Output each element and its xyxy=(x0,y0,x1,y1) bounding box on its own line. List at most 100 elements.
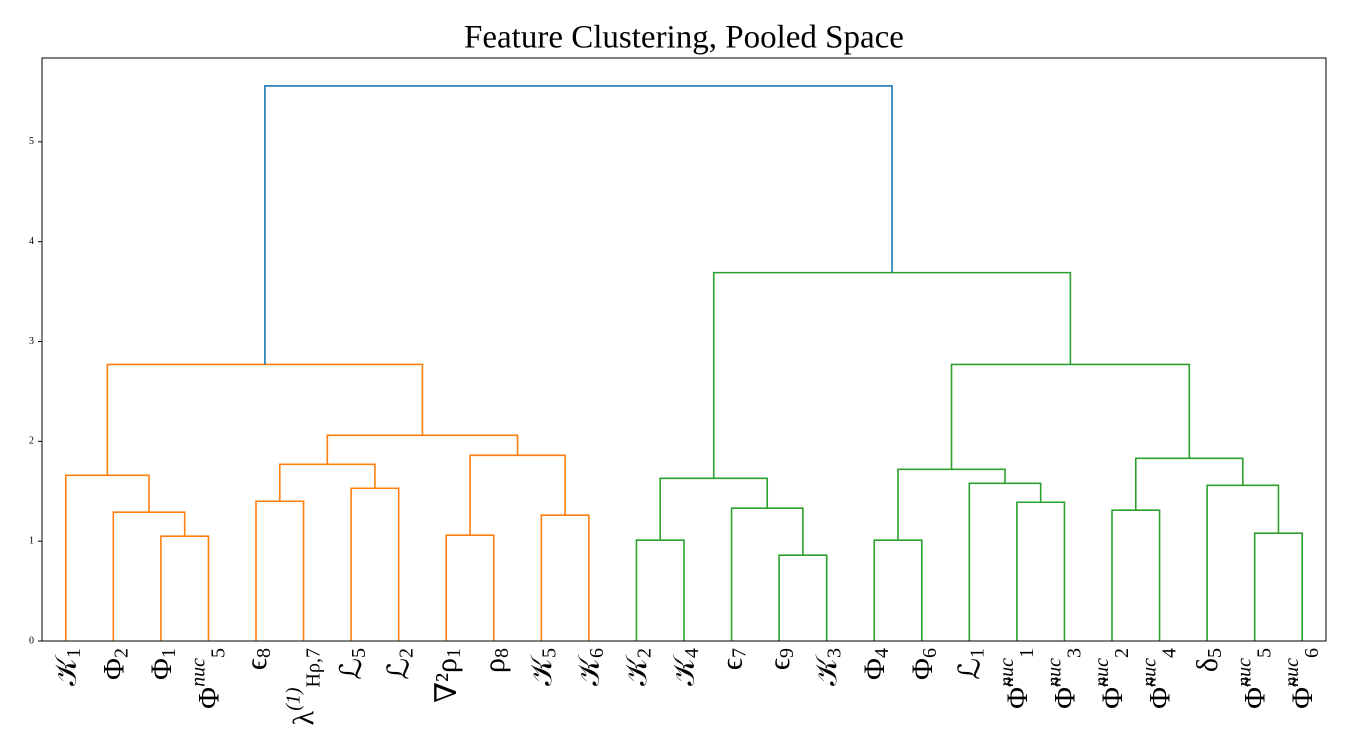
leaf-label: Φ̃nuc1 xyxy=(996,648,1038,709)
leaf-label-sub: 1 xyxy=(966,648,988,658)
leaf-label-base: ℒ xyxy=(953,658,986,680)
leaf-label-base: ρ xyxy=(477,658,510,673)
leaf-label-sub: 8 xyxy=(491,648,513,658)
dendrogram-link xyxy=(540,514,590,641)
leaf-label: ρ8 xyxy=(477,648,513,673)
leaf-label-sub: 4 xyxy=(871,648,893,658)
leaf-label-sup: nuc xyxy=(996,658,1018,687)
y-tick-label: 1 xyxy=(29,535,34,546)
dendrogram-link xyxy=(712,271,1072,479)
leaf-label: Φ4 xyxy=(858,648,894,680)
dendrogram-link xyxy=(1253,532,1304,641)
dendrogram-link xyxy=(445,534,495,641)
leaf-label-sub: 4 xyxy=(1159,648,1181,658)
leaf-label: Φ6 xyxy=(905,648,941,680)
leaf-label: 𝒦2 xyxy=(620,648,656,686)
leaf-label-sub: 1 xyxy=(443,648,465,658)
leaf-label: ℒ2 xyxy=(382,648,418,680)
leaf-label: ϵ7 xyxy=(715,648,751,670)
leaf-label-sub: 2 xyxy=(396,648,418,658)
leaf-label-base: ϵ xyxy=(715,658,748,670)
leaf-label-sup: nuc xyxy=(1281,658,1303,687)
leaf-label-base: ℒ xyxy=(382,658,415,680)
leaf-label: Φ̃nuc6 xyxy=(1281,648,1323,709)
dendrogram-link xyxy=(968,482,1042,641)
leaf-label: 𝒦3 xyxy=(810,648,846,686)
leaf-label-sup: nuc xyxy=(1139,658,1161,687)
leaf-label-sub: 5 xyxy=(1204,648,1226,658)
leaf-label-sup: nuc xyxy=(1091,658,1113,687)
leaf-label-base: Φ xyxy=(97,658,130,680)
dendrogram-link xyxy=(326,434,519,465)
leaf-label-base: 𝒦 xyxy=(668,654,701,686)
leaf-label-sub: 1 xyxy=(158,648,180,658)
plot-frame xyxy=(41,57,1327,642)
leaf-label-sup: nuc xyxy=(1234,658,1256,687)
leaf-label: 𝒦4 xyxy=(668,648,704,686)
leaf-label: 𝒦5 xyxy=(525,648,561,686)
dendrogram-link xyxy=(897,468,1006,541)
leaf-label-base: δ xyxy=(1191,658,1224,672)
leaf-label-sub: 2 xyxy=(633,648,655,658)
leaf-label: Φ̃nuc2 xyxy=(1091,648,1133,709)
leaf-label-sub: 4 xyxy=(681,648,703,658)
leaf-label-base: Φ xyxy=(144,658,177,680)
leaf-label: ∇²ρ1 xyxy=(430,648,466,703)
dendrogram-link xyxy=(730,507,804,641)
y-tick-label: 2 xyxy=(29,436,34,447)
leaf-label-sup: nuc xyxy=(1043,658,1065,687)
leaf-label: Φ1 xyxy=(144,648,180,680)
leaf-label-sub: 5 xyxy=(1254,648,1276,658)
y-tick-label: 3 xyxy=(29,336,34,347)
leaf-label-sub: Hρ,7 xyxy=(303,648,325,687)
leaf-label-sub: 7 xyxy=(729,648,751,658)
leaf-label-sub: 6 xyxy=(1301,648,1323,658)
y-tick-label: 5 xyxy=(29,136,34,147)
leaf-label-base: Φ xyxy=(192,687,225,709)
leaf-label-base: 𝒦 xyxy=(49,654,82,686)
leaf-label: λ(1)Hρ,7 xyxy=(283,648,325,725)
leaf-label: ℒ5 xyxy=(335,648,371,680)
leaf-label-sub: 3 xyxy=(824,648,846,658)
leaf-label: Φ2 xyxy=(97,648,133,680)
leaf-label-sub: 5 xyxy=(348,648,370,658)
leaf-label-base: 𝒦 xyxy=(525,654,558,686)
leaf-label-base: 𝒦 xyxy=(810,654,843,686)
leaf-label: ϵ8 xyxy=(240,648,276,670)
leaf-label-sub: 2 xyxy=(110,648,132,658)
leaf-label: 𝒦6 xyxy=(572,648,608,686)
leaf-label-sub: 5 xyxy=(207,648,229,658)
leaf-label-sub: 6 xyxy=(586,648,608,658)
leaf-label: 𝒦1 xyxy=(49,648,85,686)
leaf-label-sub: 3 xyxy=(1063,648,1085,658)
leaf-label-base: ϵ xyxy=(763,658,796,670)
leaf-label-sub: 8 xyxy=(253,648,275,658)
leaf-label-base: ℒ xyxy=(335,658,368,680)
dendrogram-link xyxy=(112,511,186,641)
leaf-label: Φ̃nuc5 xyxy=(1234,648,1276,709)
leaf-label: Φnuc5 xyxy=(187,648,229,709)
leaf-label-sup: nuc xyxy=(187,658,209,687)
leaf-label-sub: 5 xyxy=(538,648,560,658)
leaf-label: ℒ1 xyxy=(953,648,989,680)
dendrogram-link xyxy=(264,85,893,365)
leaf-label-base: 𝒦 xyxy=(572,654,605,686)
dendrogram-link xyxy=(160,535,210,641)
chart-title: Feature Clustering, Pooled Space xyxy=(464,20,904,56)
leaf-label-sup: (1) xyxy=(283,687,305,711)
y-tick-label: 0 xyxy=(29,635,34,646)
leaf-label-sub: 1 xyxy=(1016,648,1038,658)
leaf-label-base: λ xyxy=(287,710,320,725)
leaf-label-sub: 6 xyxy=(919,648,941,658)
leaf-label-base: 𝒦 xyxy=(620,654,653,686)
leaf-label-sub: 1 xyxy=(63,648,85,658)
leaf-label-base: Φ xyxy=(858,658,891,680)
leaf-label-sub: 9 xyxy=(776,648,798,658)
leaf-label: δ5 xyxy=(1191,648,1227,672)
leaf-label-base: ∇²ρ xyxy=(430,658,463,703)
dendrogram-link xyxy=(255,500,305,641)
leaf-label-base: ϵ xyxy=(240,658,273,670)
leaf-label: ϵ9 xyxy=(763,648,799,670)
